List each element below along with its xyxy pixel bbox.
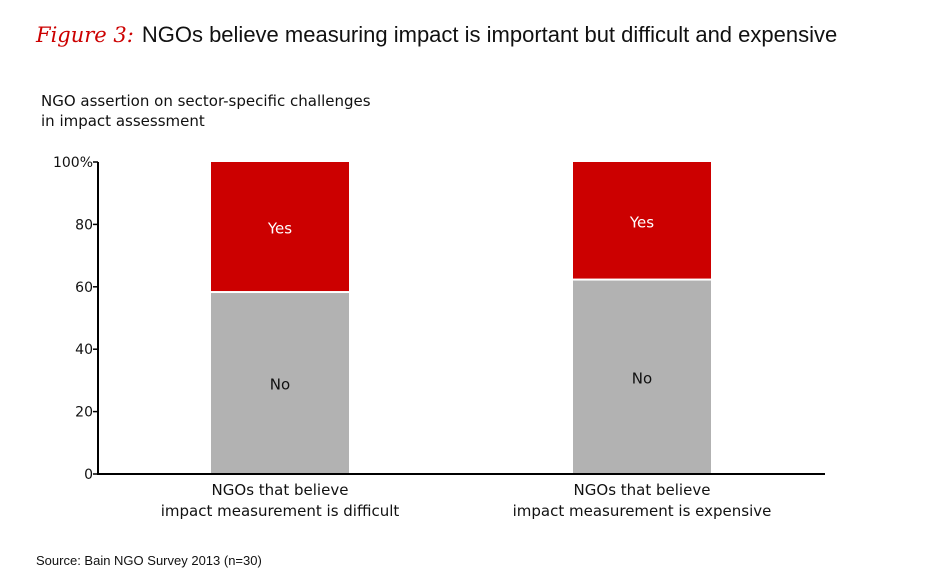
subtitle-line-1: NGO assertion on sector-specific challen… xyxy=(41,92,371,110)
source-note: Source: Bain NGO Survey 2013 (n=30) xyxy=(36,553,262,568)
chart-subtitle: NGO assertion on sector-specific challen… xyxy=(41,91,371,131)
bar-segment-no-2 xyxy=(573,280,711,474)
title-text: NGOs believe measuring impact is importa… xyxy=(141,22,838,47)
y-tick-label-60: 60 xyxy=(75,280,93,296)
y-tick-label-100: 100% xyxy=(53,155,93,171)
bar-segment-yes-1 xyxy=(211,162,349,292)
segment-label-no-1: No xyxy=(270,376,290,394)
bar-segment-yes-2 xyxy=(573,162,711,279)
y-tick-label-80: 80 xyxy=(75,217,93,233)
category-label-1-line-2: impact measurement is difficult xyxy=(161,502,400,520)
subtitle-line-2: in impact assessment xyxy=(41,112,205,130)
category-label-1-line-1: NGOs that believe xyxy=(212,481,349,499)
bar-segment-no-1 xyxy=(211,293,349,474)
y-tick-label-40: 40 xyxy=(75,342,93,358)
y-tick-label-20: 20 xyxy=(75,405,93,421)
chart-title: Figure 3: NGOs believe measuring impact i… xyxy=(36,22,837,48)
figure-label: Figure 3: xyxy=(36,23,134,47)
segment-label-no-2: No xyxy=(632,369,652,387)
segment-label-yes-2: Yes xyxy=(629,213,654,231)
y-tick-label-0: 0 xyxy=(84,467,93,483)
category-label-2-line-2: impact measurement is expensive xyxy=(513,502,772,520)
category-label-2-line-1: NGOs that believe xyxy=(574,481,711,499)
segment-label-yes-1: Yes xyxy=(267,220,292,238)
